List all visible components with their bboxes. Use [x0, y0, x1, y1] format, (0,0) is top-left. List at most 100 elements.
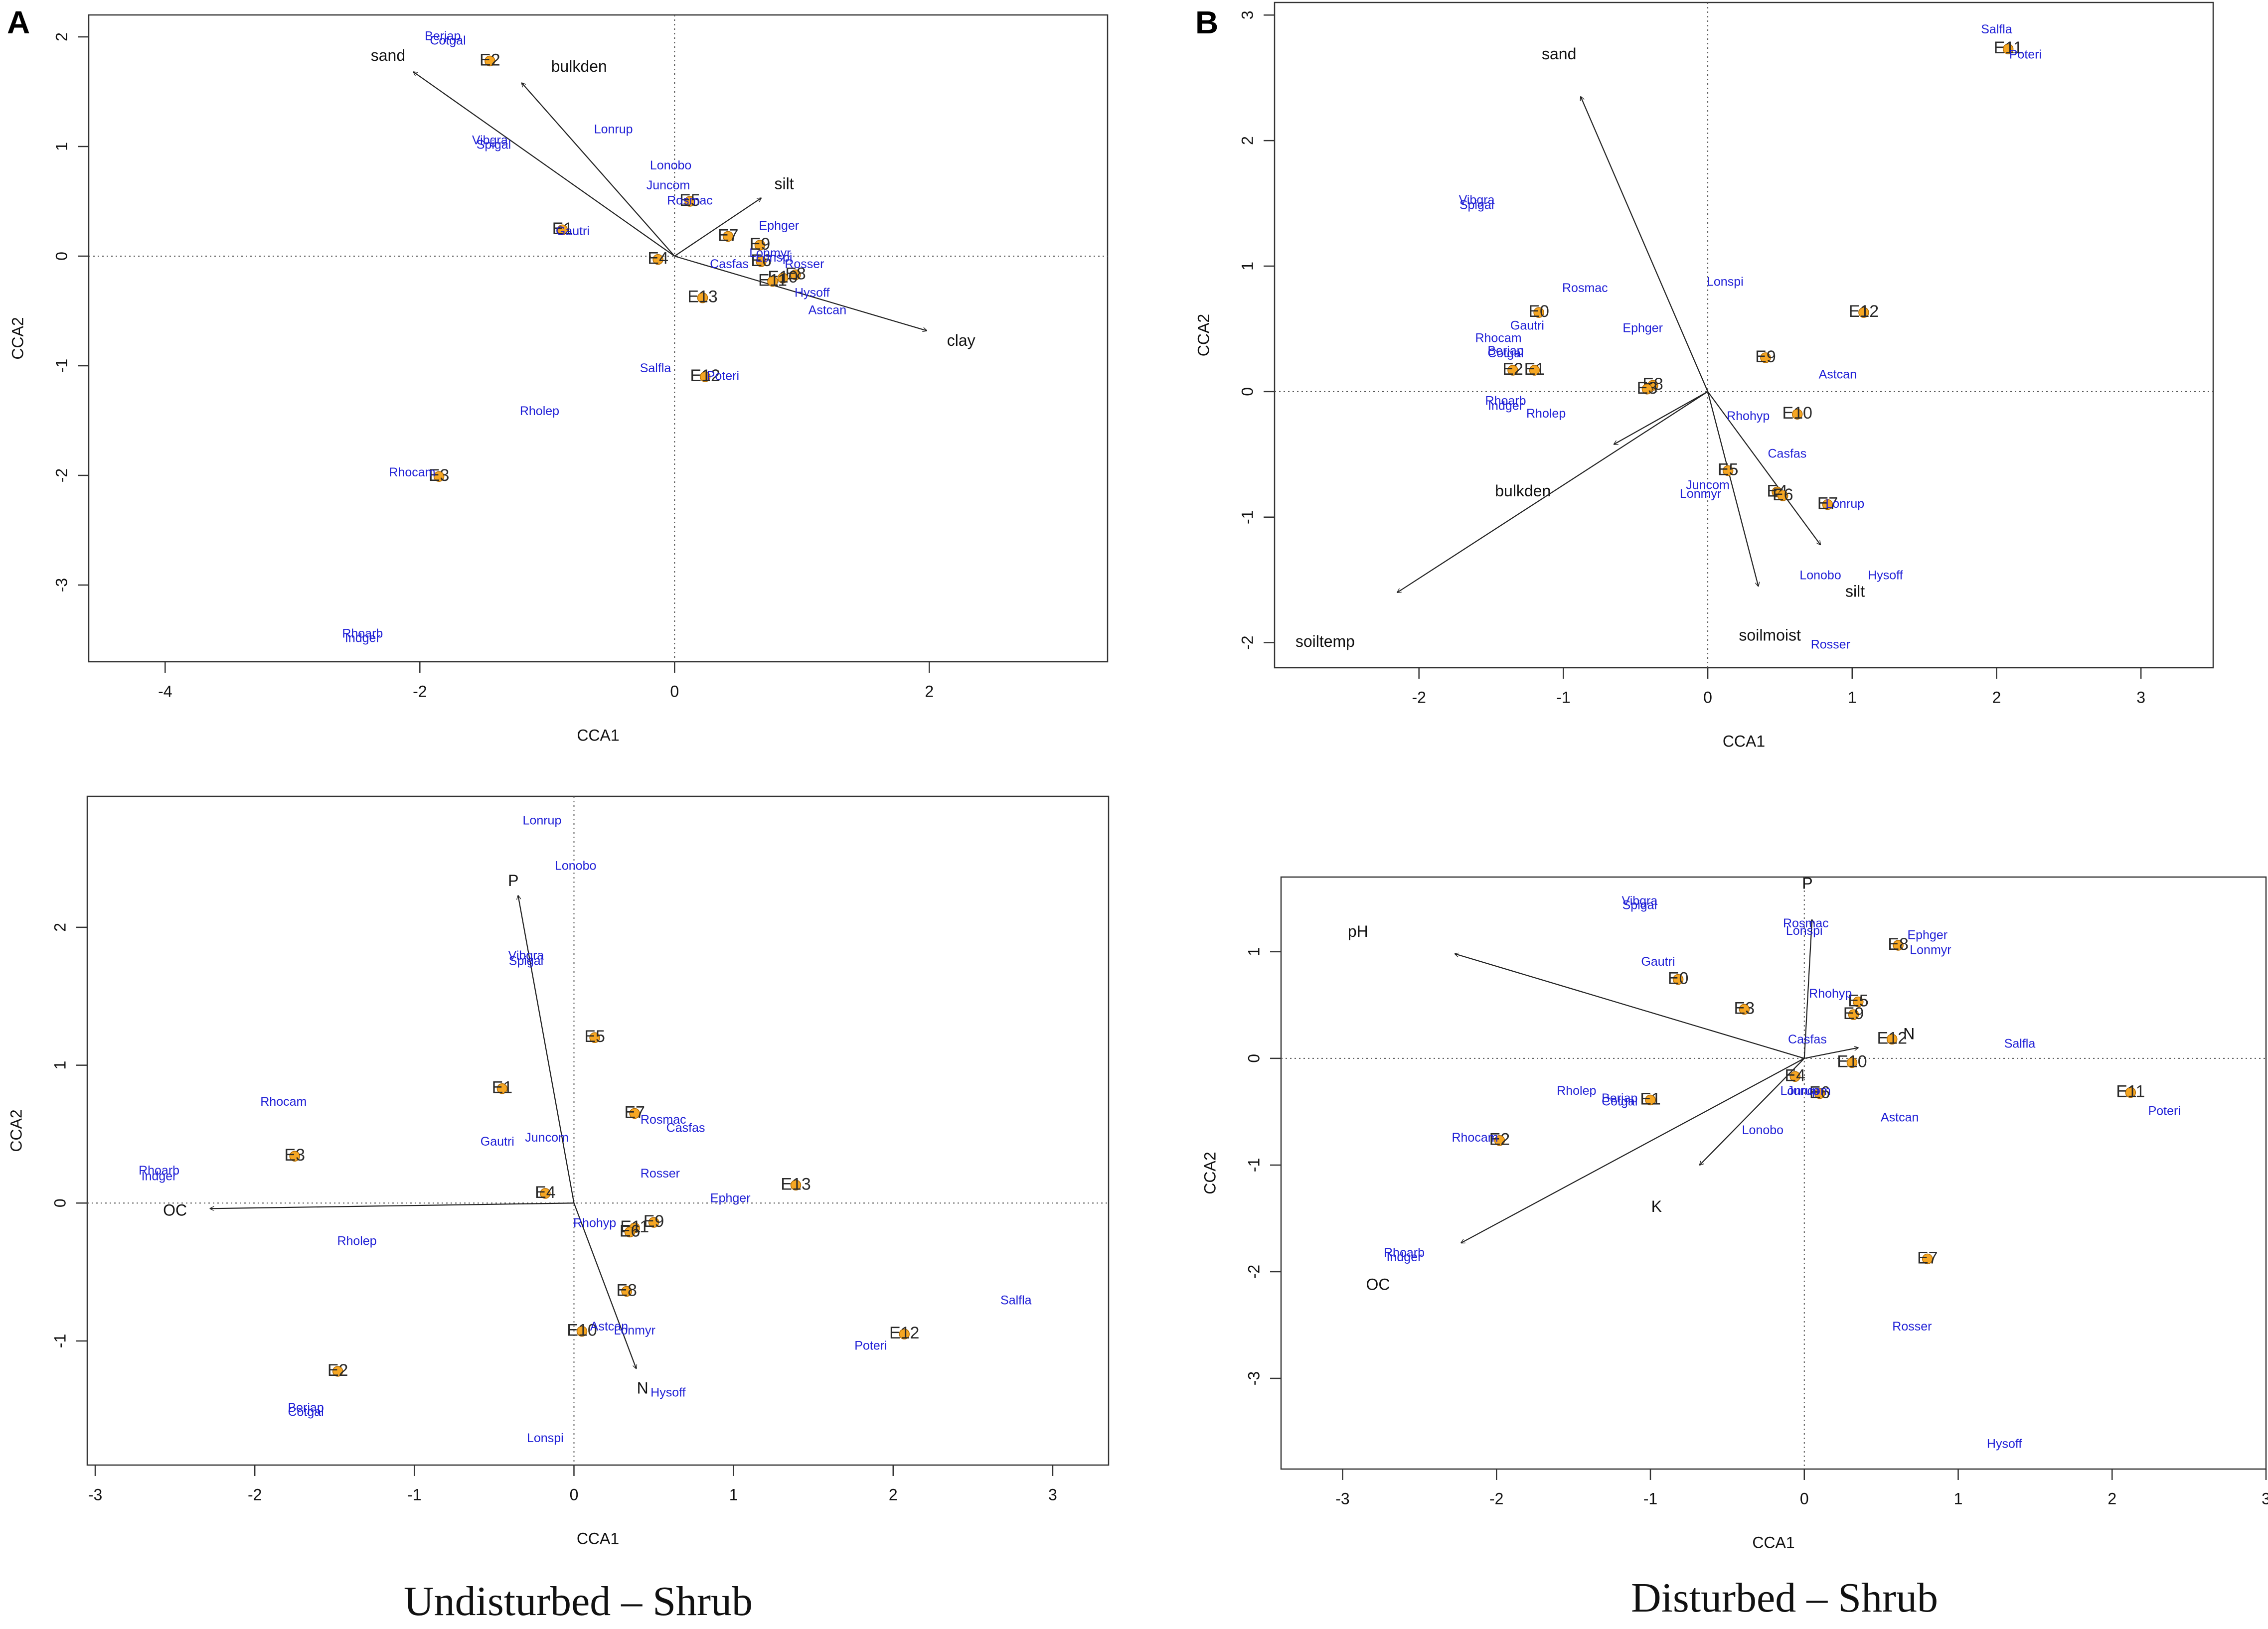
arrow-label-silt: silt	[1845, 582, 1865, 600]
species-label-Juncom: Juncom	[647, 178, 690, 192]
x-tick-label: -1	[1643, 1489, 1657, 1507]
species-label-Poteri: Poteri	[2148, 1104, 2181, 1118]
site-label-E10: E10	[567, 1321, 597, 1340]
species-label-Lonspi: Lonspi	[527, 1431, 564, 1445]
caption-disturbed: Disturbed – Shrub	[1631, 1575, 1938, 1621]
species-label-Ephger: Ephger	[759, 219, 799, 233]
species-label-Vibgra: Vibgra	[1459, 193, 1495, 207]
site-marker-E7	[629, 1108, 640, 1119]
site-marker-E11	[2002, 43, 2014, 54]
arrow-label-P: P	[508, 872, 518, 889]
site-marker-E2	[332, 1366, 343, 1377]
site-label-E12: E12	[1877, 1029, 1907, 1047]
y-tick-label: 3	[1238, 10, 1256, 19]
site-marker-E11	[767, 276, 778, 287]
site-label-E8: E8	[1888, 935, 1909, 954]
species-label-Hysoff: Hysoff	[795, 286, 829, 299]
arrow-clay	[674, 255, 927, 331]
species-label-Lonmyr: Lonmyr	[1910, 943, 1951, 957]
arrow-OC	[210, 1202, 574, 1208]
species-label-Gautri: Gautri	[1641, 955, 1675, 969]
arrow-label-sand: sand	[371, 46, 405, 64]
species-label-Indger: Indger	[1488, 399, 1523, 413]
site-marker-E3	[1739, 1004, 1750, 1015]
arrow-label-K: K	[1651, 1197, 1662, 1215]
y-tick-label: -1	[51, 1334, 69, 1348]
species-label-Astcan: Astcan	[809, 303, 846, 317]
site-marker-E2	[1507, 365, 1518, 376]
site-marker-E8	[1893, 940, 1904, 951]
arrow-label-sand: sand	[1542, 45, 1576, 63]
x-tick-label: -2	[248, 1485, 262, 1503]
y-tick-label: -3	[1245, 1371, 1263, 1385]
arrow-label-P: P	[1802, 874, 1812, 892]
arrow-sand	[1581, 97, 1709, 392]
y-tick-label: 0	[1245, 1054, 1263, 1063]
x-tick-label: 3	[1048, 1485, 1057, 1503]
x-tick-label: 2	[2107, 1489, 2116, 1507]
site-label-E12: E12	[1849, 302, 1879, 321]
site-label-E6: E6	[1809, 1083, 1830, 1102]
site-label-E9: E9	[644, 1212, 664, 1231]
species-label-Juncom: Juncom	[1686, 478, 1730, 492]
species-label-Salfla: Salfla	[2004, 1037, 2036, 1051]
site-marker-E7	[1922, 1253, 1933, 1265]
site-marker-E9	[754, 240, 766, 251]
species-label-Lonrup: Lonrup	[523, 813, 562, 827]
plot-frame	[88, 14, 1109, 663]
arrow-label-N: N	[1903, 1025, 1915, 1042]
site-label-E4: E4	[648, 249, 668, 268]
species-label-Gautri: Gautri	[1510, 318, 1544, 332]
species-label-Astcan: Astcan	[1881, 1110, 1919, 1124]
arrow-label-OC: OC	[163, 1201, 187, 1219]
species-label-Hysoff: Hysoff	[650, 1386, 685, 1400]
arrow-soiltemp	[1397, 391, 1708, 592]
x-tick-label: 3	[2136, 688, 2145, 706]
site-marker-E13	[697, 292, 708, 303]
arrow-P	[1803, 920, 1812, 1058]
species-label-Rhohyp: Rhohyp	[573, 1216, 616, 1230]
site-marker-E9	[648, 1217, 659, 1228]
site-marker-E12	[699, 371, 711, 382]
y-axis-label: CCA2	[1194, 314, 1212, 356]
site-marker-E1	[1645, 1094, 1656, 1106]
site-label-E6: E6	[1773, 485, 1793, 504]
arrow-bulkden	[1614, 391, 1708, 444]
arrow-OC	[1461, 1057, 1805, 1243]
x-tick-label: -1	[407, 1485, 421, 1503]
species-label-Lonobo: Lonobo	[1742, 1123, 1783, 1137]
species-label-Lonmyr: Lonmyr	[1680, 487, 1721, 501]
species-label-Ephger: Ephger	[1907, 928, 1947, 942]
site-label-E5: E5	[584, 1027, 605, 1046]
chart-ud_bottom: -3 -2 -1 0 1 2 3 -1 0 1 2 CCA1 CCA2 P OC N E5 E1 E7 E3 E4 E13…	[7, 795, 1110, 1547]
species-label-Rholep: Rholep	[337, 1234, 376, 1248]
site-marker-E8	[621, 1286, 632, 1297]
site-marker-E11	[2125, 1087, 2136, 1098]
species-label-Rosmac: Rosmac	[1562, 281, 1608, 295]
x-tick-label: 0	[1703, 688, 1712, 706]
site-marker-E9	[1848, 1009, 1859, 1020]
arrow-label-N: N	[637, 1379, 648, 1397]
species-label-Rosser: Rosser	[641, 1167, 680, 1181]
species-label-Rosser: Rosser	[1892, 1320, 1932, 1333]
panel-letter-a: A	[7, 4, 30, 40]
species-label-Vibgra: Vibgra	[1621, 894, 1657, 908]
species-label-Salfla: Salfla	[1000, 1293, 1032, 1307]
site-label-E2: E2	[1502, 360, 1523, 379]
arrow-soilmoist	[1707, 391, 1758, 586]
species-label-Rhocam: Rhocam	[389, 465, 435, 479]
plot-frame	[86, 795, 1110, 1466]
site-label-E1: E1	[1524, 360, 1545, 379]
site-marker-E3	[289, 1151, 300, 1162]
panel-letter-b: B	[1195, 4, 1219, 40]
species-label-Berjap: Berjap	[288, 1401, 324, 1415]
site-label-E10: E10	[1837, 1052, 1867, 1071]
species-label-Lonmyr: Lonmyr	[614, 1324, 655, 1337]
site-marker-E10	[576, 1326, 588, 1337]
x-tick-label: 1	[729, 1485, 738, 1503]
x-tick-label: -3	[88, 1485, 102, 1503]
site-marker-E2	[485, 55, 495, 67]
species-label-Rhocam: Rhocam	[1452, 1131, 1498, 1145]
chart-d_top: -2 -1 0 1 2 3 -2 -1 0 1 2 3 CCA1 CCA2 sand bulkden soilt…	[1194, 1, 2214, 750]
